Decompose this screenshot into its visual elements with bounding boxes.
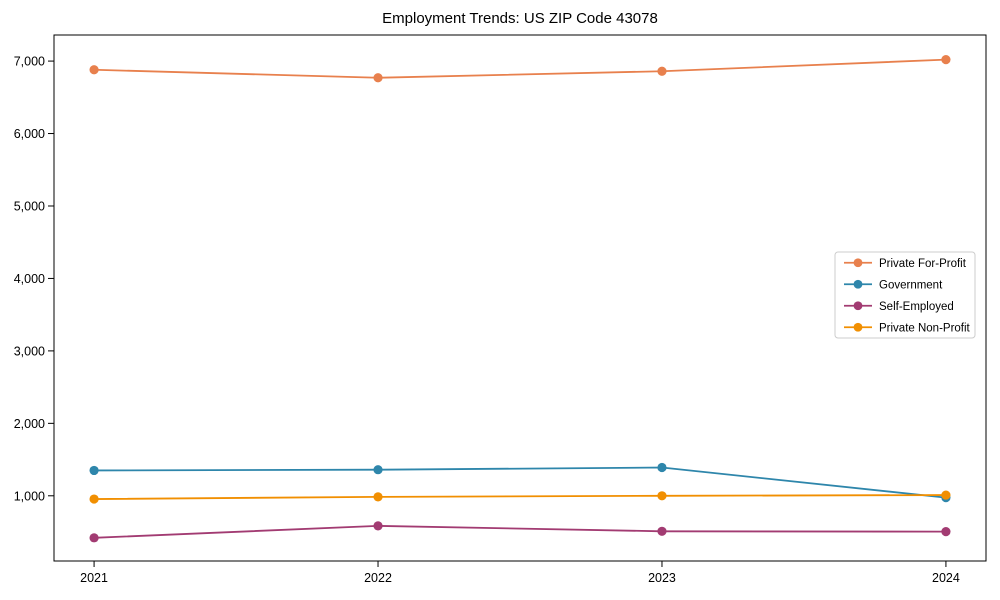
legend-item-label: Government (879, 279, 943, 291)
data-point-self-employed (941, 527, 951, 537)
x-axis-tick-label: 2024 (932, 571, 960, 585)
x-axis-tick-label: 2021 (80, 571, 108, 585)
series-line-private-for-profit (94, 58, 946, 79)
legend-marker-dot (853, 322, 863, 332)
legend-item-label: Private For-Profit (879, 258, 967, 270)
x-axis-tick-label: 2022 (364, 571, 392, 585)
y-axis-tick-label: 5,000 (14, 199, 45, 213)
data-point-government (373, 465, 383, 475)
y-axis-tick-label: 1,000 (14, 489, 45, 503)
legend: Private For-Profit Government Self-Employe… (834, 251, 976, 339)
data-point-private-non-profit (373, 492, 383, 502)
y-axis-tick-label: 7,000 (14, 55, 45, 69)
y-axis-tick-label: 6,000 (14, 127, 45, 141)
chart-title: Employment Trends: US ZIP Code 43078 (382, 10, 658, 27)
data-point-private-non-profit (657, 491, 667, 501)
data-point-private-for-profit (89, 65, 99, 75)
legend-item-private-non-profit: Private Non-Profit (844, 322, 971, 334)
data-point-government (89, 465, 99, 476)
data-point-private-for-profit (373, 73, 383, 83)
legend-marker-dot (853, 301, 863, 311)
data-point-government (657, 462, 667, 473)
data-point-self-employed (373, 521, 383, 531)
series-line-government (94, 466, 947, 499)
series-line-private-non-profit (94, 494, 946, 500)
legend-box (834, 251, 976, 339)
y-axis-tick-label: 4,000 (14, 272, 45, 286)
data-point-private-for-profit (941, 55, 951, 65)
y-axis-tick-label: 3,000 (14, 344, 45, 358)
series-line-self-employed (94, 524, 946, 539)
legend-item-government: Government (844, 279, 943, 291)
legend-item-private-for-profit: Private For-Profit (844, 258, 967, 270)
y-axis-tick-label: 2,000 (14, 417, 45, 431)
legend-item-label: Self-Employed (879, 301, 954, 313)
data-point-private-for-profit (657, 66, 667, 76)
data-point-private-non-profit (941, 490, 951, 500)
legend-item-self-employed: Self-Employed (844, 301, 954, 313)
data-point-self-employed (657, 526, 667, 536)
legend-marker-dot (853, 279, 863, 289)
legend-marker-dot (853, 258, 863, 268)
plot-border (53, 34, 987, 562)
x-axis-tick-label: 2023 (648, 571, 676, 585)
legend-item-label: Private Non-Profit (879, 322, 971, 334)
data-point-private-non-profit (89, 494, 99, 504)
data-point-self-employed (89, 533, 99, 543)
